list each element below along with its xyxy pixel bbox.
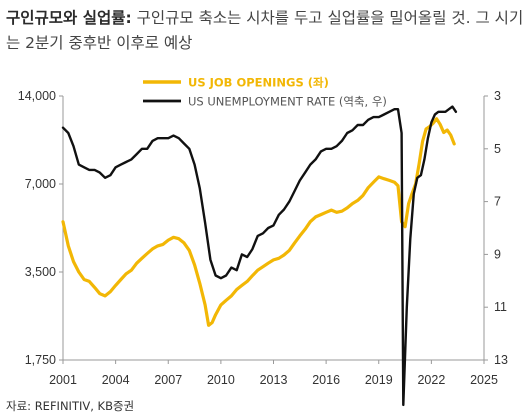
y-left-tick-label: 1,750 [25,353,56,367]
x-tick-label: 2022 [417,373,445,387]
source-note: 자료: REFINITIV, KB증권 [6,399,135,413]
chart-title-lead: 구인규모와 실업률: [6,9,132,27]
unemployment-rate-line [61,105,458,407]
chart-title: 구인규모와 실업률: 구인규모 축소는 시차를 두고 실업률을 밀어올릴 것. … [6,6,526,56]
x-tick-label: 2007 [154,373,182,387]
y-right-tick-label: 13 [494,353,508,367]
chart-title-rest: 구인규모 축소는 시차를 두고 실업률을 밀어올릴 것. 그 시기는 2분기 중… [6,9,524,52]
x-tick-label: 2013 [260,373,288,387]
y-left-tick-label: 7,000 [25,177,56,191]
chart-series [61,105,458,407]
x-tick-label: 2001 [49,373,77,387]
y-right-tick-label: 7 [494,195,501,209]
y-left-tick-label: 3,500 [25,265,56,279]
x-tick-label: 2004 [102,373,130,387]
x-tick-label: 2010 [207,373,235,387]
y-left-tick-label: 14,000 [18,89,56,103]
legend-label-unemployment: US UNEMPLOYMENT RATE (역축, 우) [188,95,387,109]
legend-label-openings: US JOB OPENINGS (좌) [188,76,329,90]
y-right-tick-label: 11 [494,300,507,314]
y-right-tick-label: 5 [494,142,501,156]
job-openings-line [61,117,456,327]
y-right-tick-label: 9 [494,247,501,261]
x-tick-label: 2019 [365,373,393,387]
chart-axes: 14,000 7,000 3,500 1,750 3 5 7 9 11 13 2001 2004 200… [18,89,508,387]
x-tick-label: 2016 [312,373,340,387]
y-right-tick-label: 3 [494,89,501,103]
x-tick-label: 2025 [470,373,498,387]
chart-legend: US JOB OPENINGS (좌) US UNEMPLOYMENT RATE … [143,76,387,109]
